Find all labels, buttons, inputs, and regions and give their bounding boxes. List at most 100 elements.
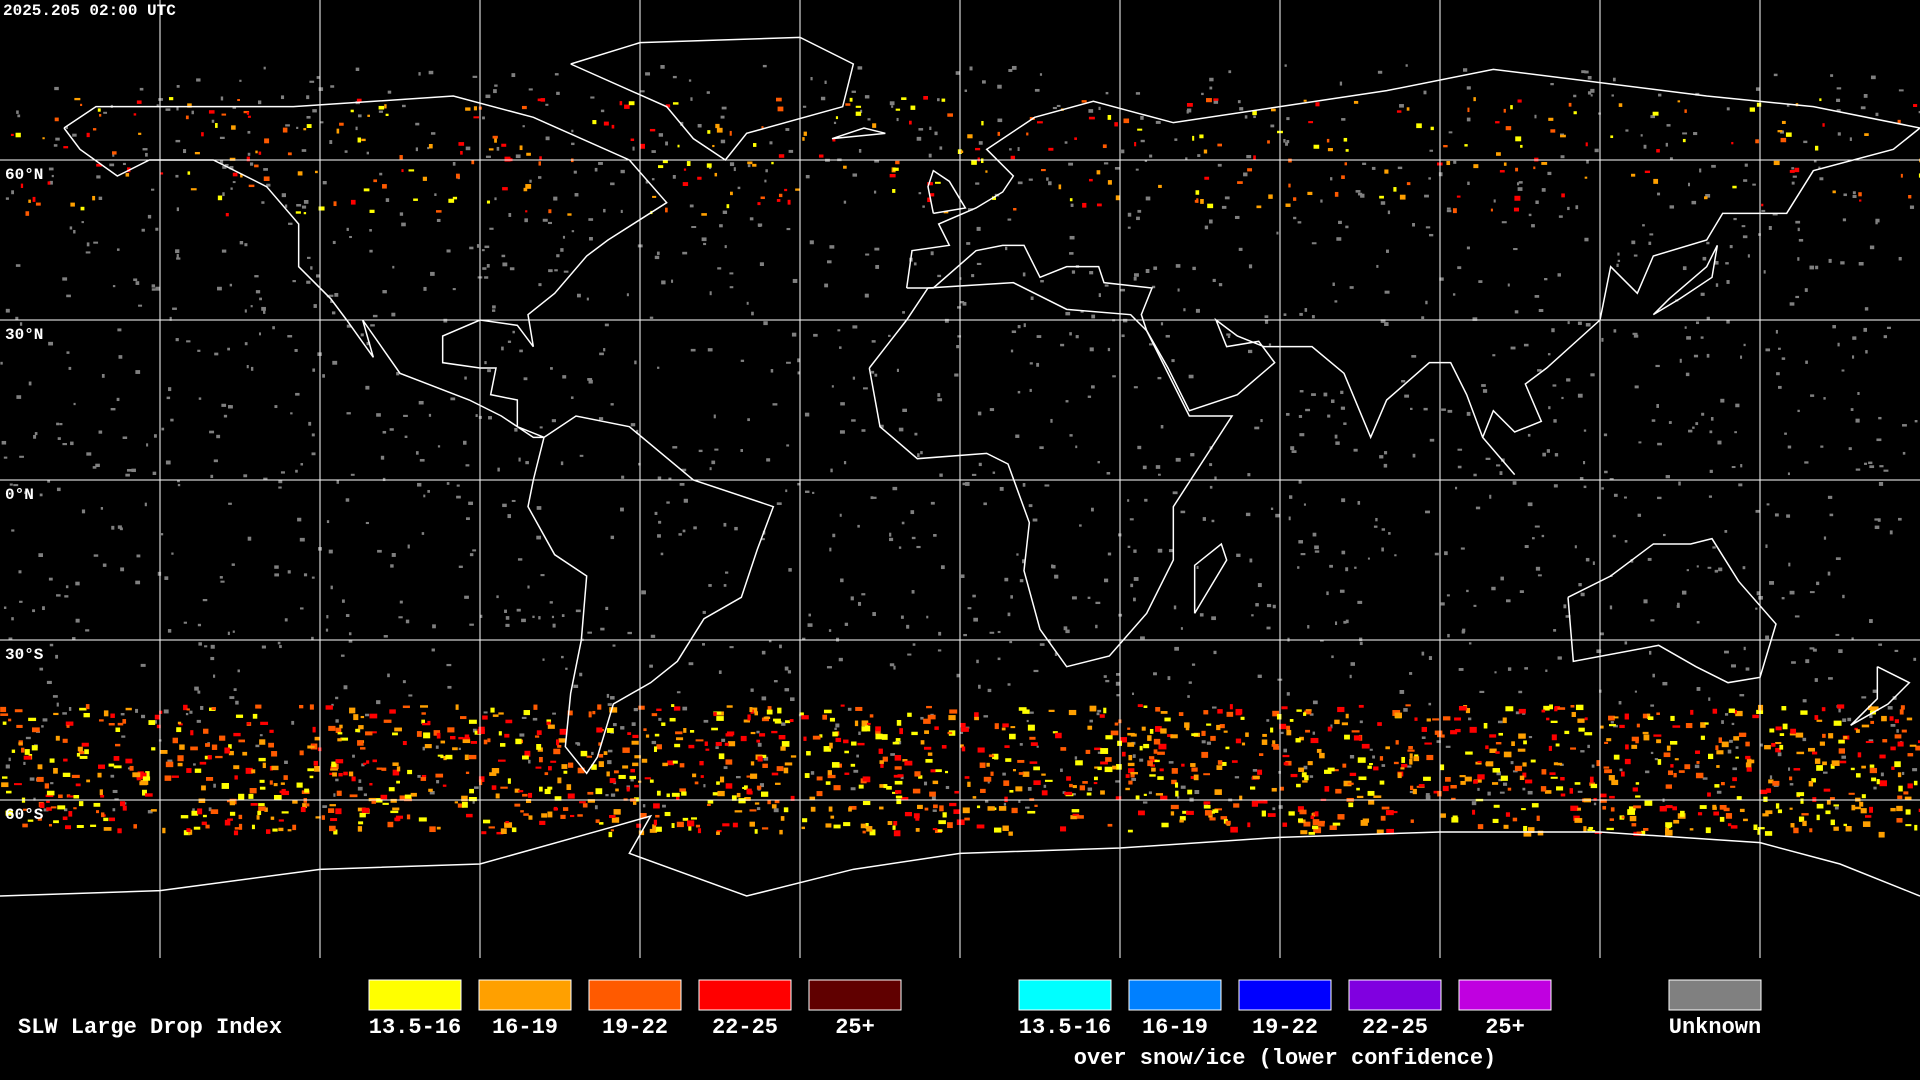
cloud-speck	[1665, 475, 1670, 479]
drop-speck	[235, 714, 244, 718]
drop-speck	[186, 828, 191, 832]
drop-speck	[1570, 704, 1575, 708]
cloud-speck	[747, 418, 750, 422]
cloud-speck	[1632, 332, 1638, 335]
cloud-speck	[1658, 93, 1662, 97]
cloud-speck	[916, 136, 922, 141]
cloud-speck	[589, 236, 593, 241]
drop-speck	[1128, 754, 1133, 761]
cloud-speck	[698, 449, 703, 453]
drop-speck	[774, 800, 780, 804]
drop-speck	[1147, 735, 1152, 741]
cloud-speck	[401, 104, 406, 108]
drop-speck	[1009, 789, 1014, 793]
cloud-speck	[1531, 224, 1535, 228]
drop-speck	[582, 803, 588, 808]
cloud-speck	[171, 552, 174, 555]
drop-speck	[923, 746, 932, 750]
cloud-speck	[715, 746, 719, 750]
drop-speck	[935, 769, 942, 773]
drop-speck	[504, 822, 513, 828]
drop-speck	[816, 776, 823, 781]
cloud-speck	[1264, 320, 1269, 324]
cloud-speck	[161, 427, 165, 431]
drop-speck	[1644, 170, 1651, 174]
drop-speck	[771, 730, 778, 734]
cloud-speck	[1478, 280, 1483, 283]
drop-speck	[177, 755, 184, 762]
cloud-speck	[1638, 441, 1642, 444]
cloud-speck	[55, 654, 59, 659]
cloud-speck	[1211, 706, 1217, 709]
cloud-speck	[1446, 209, 1452, 213]
cloud-speck	[86, 452, 92, 456]
drop-speck	[567, 213, 572, 216]
legend-label: 22-25	[712, 1015, 778, 1040]
cloud-speck	[788, 568, 792, 572]
cloud-speck	[538, 283, 542, 287]
drop-speck	[1733, 709, 1737, 714]
drop-speck	[1160, 711, 1168, 714]
drop-speck	[1807, 747, 1815, 752]
cloud-speck	[1056, 104, 1061, 107]
drop-speck	[1037, 121, 1043, 124]
cloud-speck	[857, 601, 862, 606]
drop-speck	[1385, 810, 1394, 816]
legend: 13.5-16 16-19 19-22 22-25 25+ 13.5-16 16-19 19-…	[368, 979, 1762, 1071]
cloud-speck	[504, 609, 507, 613]
cloud-speck	[858, 731, 861, 736]
drop-speck	[1898, 785, 1903, 792]
drop-speck	[595, 788, 603, 795]
drop-speck	[1026, 132, 1029, 136]
cloud-speck	[1075, 445, 1078, 449]
drop-speck	[1896, 818, 1903, 823]
drop-speck	[1523, 825, 1528, 832]
cloud-speck	[109, 163, 115, 167]
drop-speck	[373, 179, 378, 183]
drop-speck	[1423, 776, 1431, 781]
drop-speck	[1112, 765, 1117, 770]
drop-speck	[1002, 723, 1009, 728]
cloud-speck	[1583, 429, 1587, 432]
drop-speck	[1667, 770, 1674, 776]
drop-speck	[1143, 743, 1150, 749]
drop-speck	[1604, 769, 1612, 774]
drop-speck	[923, 718, 931, 724]
drop-speck	[1170, 804, 1179, 810]
drop-speck	[504, 156, 511, 162]
cloud-speck	[1816, 581, 1820, 586]
drop-speck	[778, 193, 783, 198]
cloud-speck	[1596, 649, 1602, 653]
cloud-speck	[489, 227, 494, 230]
drop-speck	[358, 821, 364, 825]
drop-speck	[1515, 167, 1519, 172]
cloud-speck	[1064, 141, 1068, 144]
drop-speck	[1781, 120, 1786, 125]
drop-speck	[424, 744, 432, 749]
drop-speck	[523, 187, 528, 192]
drop-speck	[756, 739, 761, 743]
cloud-speck	[1357, 501, 1361, 505]
drop-speck	[229, 157, 236, 161]
cloud-speck	[306, 280, 311, 284]
cloud-speck	[42, 606, 45, 611]
drop-speck	[65, 825, 72, 830]
cloud-speck	[1668, 421, 1672, 424]
cloud-speck	[435, 745, 439, 749]
cloud-speck	[912, 643, 916, 646]
cloud-speck	[661, 280, 666, 285]
drop-speck	[1010, 726, 1016, 729]
cloud-speck	[1836, 87, 1842, 90]
drop-speck	[1029, 736, 1036, 740]
cloud-speck	[573, 684, 579, 689]
drop-speck	[1604, 741, 1609, 744]
drop-speck	[1894, 719, 1899, 724]
cloud-speck	[1087, 596, 1091, 599]
drop-speck	[164, 775, 172, 781]
cloud-speck	[496, 595, 499, 599]
drop-speck	[776, 198, 781, 202]
cloud-speck	[1887, 706, 1893, 710]
drop-speck	[1214, 789, 1222, 795]
drop-speck	[328, 725, 336, 731]
cloud-speck	[1355, 190, 1361, 193]
